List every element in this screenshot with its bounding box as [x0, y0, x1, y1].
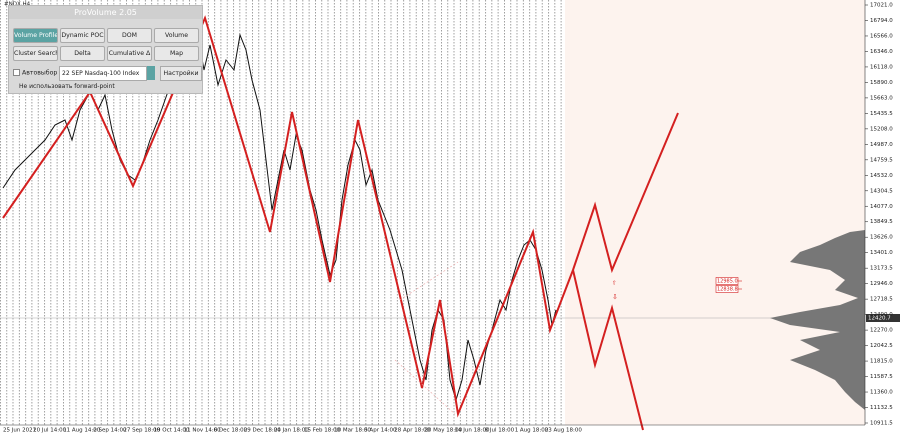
settings-button[interactable]: Настройки [160, 66, 202, 81]
price-label: 15435.5 [870, 111, 893, 117]
price-label: 11132.5 [870, 405, 893, 411]
mode-button[interactable]: Map [154, 46, 199, 61]
price-label: 12270.0 [870, 328, 893, 334]
auto-select-checkbox[interactable]: Автовыбор [13, 69, 57, 77]
price-label: 14077.0 [870, 204, 893, 210]
price-label: 13849.5 [870, 219, 893, 225]
mode-button[interactable]: Cumulative Δ [107, 46, 152, 61]
time-label: 28 Apr 18:00 [394, 428, 430, 434]
time-label: 8 Jul 18:00 [485, 428, 515, 434]
price-label: 11360.0 [870, 390, 893, 396]
time-label: 24 Jan 18:00 [274, 428, 309, 434]
arrow-up-icon: ⇧ [612, 280, 617, 287]
forward-point-option[interactable]: Не использовать forward-point [19, 83, 115, 90]
price-label: 12946.0 [870, 281, 893, 287]
time-label: 10 Mar 18:00 [334, 428, 371, 434]
price-label: 15208.0 [870, 126, 893, 132]
price-label: 13626.0 [870, 235, 893, 241]
price-label: 12042.5 [870, 343, 893, 349]
time-label: 20 May 18:00 [424, 428, 462, 434]
current-price-box [866, 314, 900, 322]
time-label: 6 Dec 18:00 [214, 428, 248, 434]
channel-line [394, 359, 456, 415]
price-label: 14759.5 [870, 157, 893, 163]
time-label: 2 Sep 14:00 [93, 428, 127, 434]
price-label: 10911.5 [870, 421, 893, 427]
arrow-down-icon: ⇩ [612, 293, 618, 301]
wave-projection-alt [572, 269, 644, 431]
time-label: 23 Aug 18:00 [545, 428, 583, 434]
price-label: 12490.0 [870, 312, 893, 318]
price-label: 11587.5 [870, 374, 893, 380]
provolume-panel: ProVolume 2.05 Volume Profile Dynamic POC… [8, 5, 203, 94]
time-label: 11 Aug 14:00 [63, 428, 101, 434]
price-label: 16794.0 [870, 18, 893, 24]
price-label: 16118.0 [870, 64, 893, 70]
mode-button[interactable]: Volume Profile [13, 28, 58, 43]
level-label: 12838.8 [717, 287, 738, 293]
instrument-field[interactable]: 22 SEP Nasdaq-100 Index [59, 66, 147, 81]
price-label: 14304.5 [870, 188, 893, 194]
price-label: 15890.0 [870, 80, 893, 86]
time-label: 25 Jun 2021 [3, 428, 36, 434]
price-label: 16566.0 [870, 33, 893, 39]
time-label: 1 Aug 18:00 [515, 428, 549, 434]
mode-button[interactable]: DOM [107, 28, 152, 43]
chart-label: #NDX,H4 [4, 2, 31, 8]
level-label: 12985.0 [717, 279, 738, 285]
time-label: 27 Sep 18:00 [123, 428, 160, 434]
price-label: 14987.0 [870, 142, 893, 148]
price-label: 17021.0 [870, 3, 893, 9]
time-label: 20 Jul 14:00 [33, 428, 66, 434]
current-price: 12420.7 [868, 316, 891, 322]
mode-button[interactable]: Cluster Search [13, 46, 58, 61]
price-label: 12718.5 [870, 297, 893, 303]
time-label: 5 Apr 14:00 [364, 428, 397, 434]
time-label: 14 Jun 18:00 [455, 428, 490, 434]
channel [399, 261, 459, 301]
mode-button[interactable]: Volume [154, 28, 199, 43]
price-label: 13401.0 [870, 250, 893, 256]
price-label: 15663.0 [870, 95, 893, 101]
price-label: 14532.0 [870, 173, 893, 179]
mode-button[interactable]: Delta [60, 46, 105, 61]
time-label: 19 Oct 14:00 [154, 428, 190, 434]
time-label: 29 Dec 18:00 [244, 428, 281, 434]
auto-select-label: Автовыбор [22, 69, 58, 77]
time-label: 15 Feb 18:00 [304, 428, 341, 434]
price-label: 16346.0 [870, 49, 893, 55]
instrument-dropdown[interactable] [147, 66, 155, 80]
time-label: 11 Nov 14:00 [184, 428, 222, 434]
price-label: 13173.5 [870, 266, 893, 272]
price-label: 11815.0 [870, 359, 893, 365]
mode-button[interactable]: Dynamic POC [60, 28, 105, 43]
volume-profile [770, 230, 865, 410]
panel-title: ProVolume 2.05 [9, 6, 202, 19]
